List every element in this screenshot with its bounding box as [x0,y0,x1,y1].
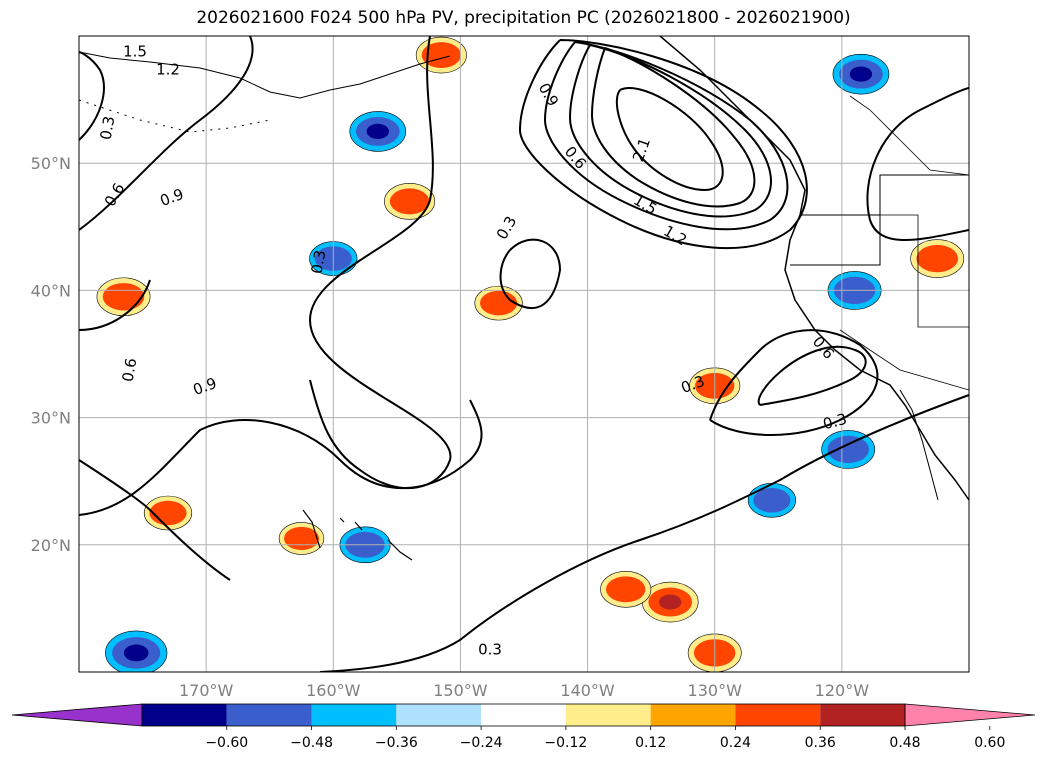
pv-contours [79,36,969,672]
precip-blob [384,183,436,220]
colorbar-segment [226,704,312,726]
y-tick-label: 30°N [31,409,71,428]
x-axis: 170°W 160°W 150°W 140°W 130°W 120°W [179,681,869,700]
colorbar-tick-label: 0.36 [805,735,836,751]
colorbar-segment [481,704,566,726]
colorbar-segment [142,704,227,726]
chart-title: 2026021600 F024 500 hPa PV, precipitatio… [196,8,851,28]
colorbar-tick-label: −0.48 [290,735,333,751]
grid-layer [79,36,969,672]
colorbar-tick-label: −0.36 [375,735,418,751]
contour-label: 1.2 [156,61,180,79]
contour-label: 0.3 [478,641,502,659]
contour-label: 1.5 [123,43,147,61]
precip-layer [96,36,965,672]
colorbar-tick-label: −0.24 [460,735,503,751]
precip-blob [105,630,168,672]
x-tick-label: 150°W [433,681,488,700]
colorbar-extend-high [904,703,1036,727]
precip-blob [278,522,325,555]
colorbar-segment [311,704,397,726]
colorbar-tick-label: −0.60 [205,735,248,751]
plot-area [79,36,969,672]
x-tick-label: 120°W [815,681,870,700]
precip-blob [910,239,965,278]
colorbar-frame [141,703,906,727]
colorbar-tick-label: 0.48 [889,735,920,751]
y-tick-label: 50°N [31,154,71,173]
colorbar-segment [396,704,482,726]
contour-label: 0.3 [308,249,330,276]
precip-blob [832,53,890,95]
precip-blob [415,36,467,74]
precip-blob [143,495,193,531]
precip-blob [600,571,652,608]
contour-label: 0.3 [821,410,849,434]
precip-blob [821,430,876,469]
plot-frame [78,35,970,673]
precip-blob [747,482,797,518]
colorbar-segment [735,704,821,726]
colorbar-tick-label: 0.24 [720,735,751,751]
colorbar-tick-label: 0.60 [974,735,1005,751]
x-tick-label: 160°W [306,681,361,700]
colorbar-tick-label: −0.12 [544,735,587,751]
y-axis: 20°N 30°N 40°N 50°N [31,154,71,555]
contour-label: 0.6 [119,357,141,384]
contour-label: 0.3 [97,115,119,142]
colorbar-extend-low [11,703,143,727]
colorbar-tick-label: 0.12 [635,735,666,751]
colorbar-segment [820,704,905,726]
colorbar-segment [650,704,736,726]
colorbar: −0.60 −0.48 −0.36 −0.24 −0.12 0.12 0.24 0.36 0.4… [11,703,1036,751]
x-tick-label: 170°W [179,681,234,700]
y-tick-label: 20°N [31,536,71,555]
x-tick-label: 140°W [560,681,615,700]
colorbar-segment [565,704,651,726]
precip-blob [641,581,699,623]
y-tick-label: 40°N [31,281,71,300]
precip-blob [349,111,407,152]
x-tick-label: 130°W [688,681,743,700]
